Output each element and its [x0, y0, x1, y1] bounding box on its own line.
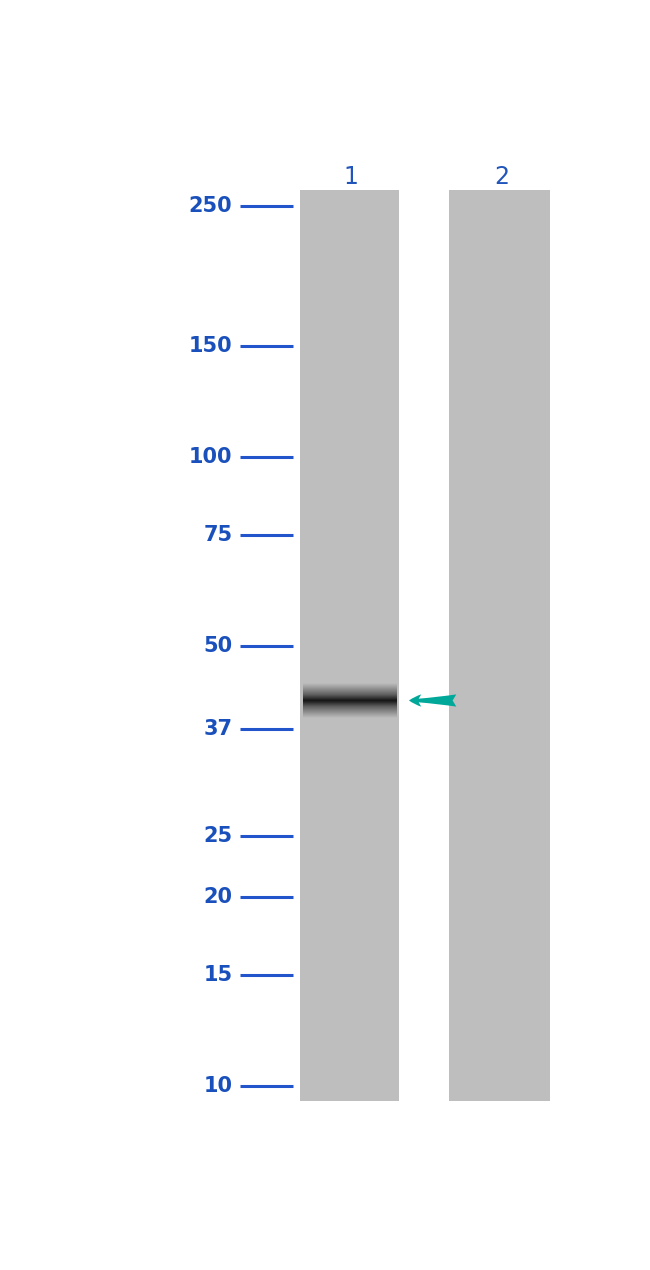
Text: 37: 37: [203, 719, 233, 739]
Bar: [449, 189, 550, 1101]
Text: 20: 20: [203, 886, 233, 907]
Bar: [300, 189, 398, 1101]
Text: 150: 150: [188, 335, 233, 356]
Text: 1: 1: [343, 165, 358, 189]
Text: 2: 2: [495, 165, 510, 189]
Text: 15: 15: [203, 965, 233, 986]
Text: 10: 10: [203, 1076, 233, 1096]
Text: 250: 250: [188, 196, 233, 216]
Text: 75: 75: [203, 526, 233, 545]
Text: 100: 100: [189, 447, 233, 466]
Text: 50: 50: [203, 636, 233, 657]
Text: 25: 25: [203, 826, 233, 846]
